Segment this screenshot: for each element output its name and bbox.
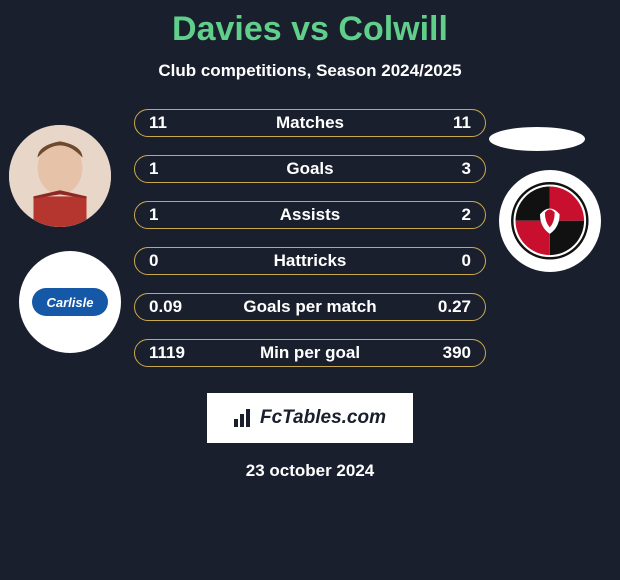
bar-chart-icon <box>234 409 256 427</box>
stat-label: Min per goal <box>189 343 431 363</box>
stat-label: Hattricks <box>189 251 431 271</box>
date-text: 23 october 2024 <box>246 461 375 481</box>
stat-p1-value: 1 <box>149 205 189 225</box>
stat-p2-value: 2 <box>431 205 471 225</box>
stat-row: 1119 Min per goal 390 <box>134 339 486 367</box>
stat-label: Goals <box>189 159 431 179</box>
stat-p2-value: 3 <box>431 159 471 179</box>
stat-label: Goals per match <box>189 297 431 317</box>
stat-p2-value: 390 <box>431 343 471 363</box>
stat-label: Matches <box>189 113 431 133</box>
club1-logo: Carlisle <box>19 251 121 353</box>
stat-label: Assists <box>189 205 431 225</box>
player1-avatar <box>9 125 111 227</box>
stat-row: 1 Assists 2 <box>134 201 486 229</box>
stat-p1-value: 1119 <box>149 343 189 363</box>
stat-row: 0 Hattricks 0 <box>134 247 486 275</box>
stat-p1-value: 0.09 <box>149 297 189 317</box>
stat-row: 0.09 Goals per match 0.27 <box>134 293 486 321</box>
branding-label: FcTables.com <box>260 407 386 429</box>
player2-avatar <box>489 127 585 151</box>
stat-p1-value: 1 <box>149 159 189 179</box>
stat-row: 1 Goals 3 <box>134 155 486 183</box>
branding-text: FcTables.com <box>234 407 386 429</box>
club2-logo <box>499 170 601 272</box>
stat-p2-value: 0.27 <box>431 297 471 317</box>
club1-label: Carlisle <box>32 288 108 316</box>
stat-p1-value: 0 <box>149 251 189 271</box>
branding-badge: FcTables.com <box>207 393 413 443</box>
stat-p1-value: 11 <box>149 113 189 133</box>
subtitle: Club competitions, Season 2024/2025 <box>158 61 461 81</box>
stat-p2-value: 0 <box>431 251 471 271</box>
stat-row: 11 Matches 11 <box>134 109 486 137</box>
page-title: Davies vs Colwill <box>172 10 448 49</box>
stat-p2-value: 11 <box>431 113 471 133</box>
